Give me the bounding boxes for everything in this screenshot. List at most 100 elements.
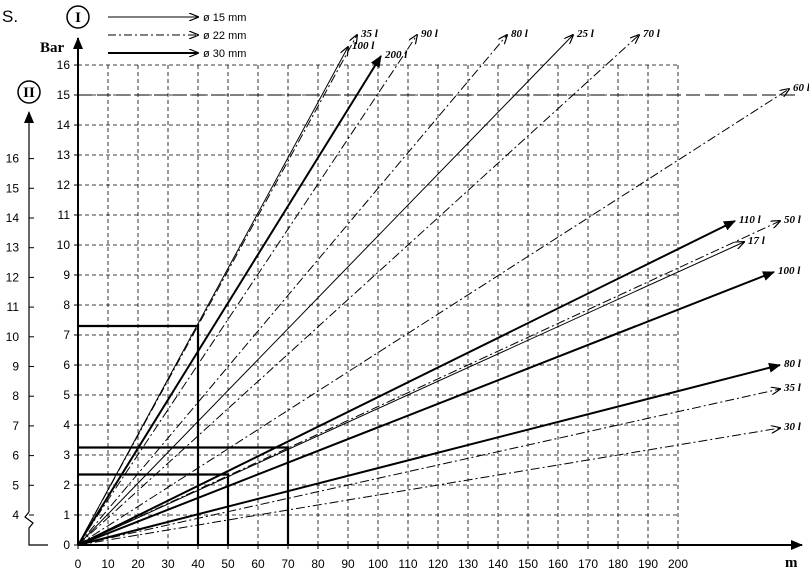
x-tick-label-70: 70 <box>281 557 295 571</box>
x-tick-label-90: 90 <box>341 557 355 571</box>
y-tick-II-label-11: 11 <box>7 300 20 314</box>
series-line-14 <box>77 428 780 546</box>
y-tick-I-label-12: 12 <box>57 178 71 192</box>
y-tick-II-label-4: 4 <box>12 508 19 522</box>
x-tick-label-170: 170 <box>578 557 598 571</box>
series-label-10: 17 l <box>748 235 766 247</box>
x-tick-label-110: 110 <box>398 557 417 571</box>
guide-boxes <box>78 324 290 545</box>
y-tick-II-label-7: 7 <box>12 419 19 433</box>
series-label-6: 70 l <box>643 28 661 40</box>
y-tick-I-label-15: 15 <box>57 88 71 102</box>
series-label-2: 90 l <box>421 28 439 40</box>
legend-label-22mm: ø 22 mm <box>203 30 246 42</box>
y-tick-II-label-5: 5 <box>12 478 19 492</box>
guide-box-0 <box>78 324 200 545</box>
x-tick-label-80: 80 <box>311 557 325 571</box>
x-tick-label-60: 60 <box>251 557 265 571</box>
y-tick-I-label-9: 9 <box>63 268 70 282</box>
guide-box-2 <box>78 473 230 545</box>
y-tick-II-label-9: 9 <box>12 360 19 374</box>
series-label-9: 50 l <box>784 214 802 226</box>
corner-text: S. <box>2 7 18 26</box>
x-tick-label-150: 150 <box>518 557 538 571</box>
series-label-1: 100 l <box>352 40 375 52</box>
series-label-7: 60 l <box>793 82 809 94</box>
y-axis-II-break <box>24 511 48 546</box>
series-lines <box>77 35 789 546</box>
series-line-7 <box>77 89 789 546</box>
y-tick-II-label-6: 6 <box>12 449 19 463</box>
x-tick-label-140: 140 <box>488 557 508 571</box>
y-tick-I-label-5: 5 <box>63 388 70 402</box>
axes <box>24 37 803 550</box>
y-tick-I-label-10: 10 <box>57 238 71 252</box>
x-tick-label-50: 50 <box>221 557 235 571</box>
series-label-5: 25 l <box>576 28 595 40</box>
series-label-12: 80 l <box>784 358 802 370</box>
scale-II-label: II <box>23 85 35 101</box>
series-line-1 <box>77 47 348 546</box>
series-line-8 <box>77 220 736 546</box>
series-line-9 <box>77 221 780 546</box>
series-line-13 <box>77 389 780 546</box>
tick-labels: 0 10 20 30 40 50 60 70 80 90 100 110 120 130 140 150 160… <box>6 58 689 571</box>
y-tick-II-label-8: 8 <box>12 389 19 403</box>
legend: ø 15 mm ø 22 mm ø 30 mm <box>108 12 246 60</box>
series-label-8: 110 l <box>739 214 762 226</box>
series-label-13: 35 l <box>783 382 802 394</box>
series-line-6 <box>77 35 639 546</box>
x-tick-label-180: 180 <box>608 557 628 571</box>
y-tick-I-label-0: 0 <box>63 538 70 552</box>
y-tick-I-label-1: 1 <box>63 508 70 522</box>
x-tick-label-0: 0 <box>75 557 82 571</box>
series-line-3 <box>77 55 382 546</box>
series-line-2 <box>77 35 417 546</box>
scale-I-label: I <box>75 10 81 26</box>
x-tick-label-100: 100 <box>368 557 388 571</box>
x-tick-label-130: 130 <box>458 557 478 571</box>
grid <box>78 64 800 545</box>
series-label-3: 200 l <box>384 49 408 61</box>
y-tick-I-label-6: 6 <box>63 358 70 372</box>
legend-label-15mm: ø 15 mm <box>203 12 246 24</box>
series-label-0: 35 l <box>360 28 379 40</box>
y-tick-I-label-7: 7 <box>63 328 70 342</box>
y-tick-I-label-16: 16 <box>57 58 71 72</box>
y-tick-II-label-14: 14 <box>6 211 20 225</box>
x-tick-label-120: 120 <box>428 557 448 571</box>
x-tick-label-20: 20 <box>131 557 145 571</box>
y-tick-I-label-13: 13 <box>57 148 71 162</box>
series-line-0 <box>77 35 357 546</box>
y-tick-II-label-15: 15 <box>6 181 20 195</box>
legend-label-30mm: ø 30 mm <box>203 48 246 60</box>
y-tick-II-label-13: 13 <box>6 241 20 255</box>
series-line-11 <box>77 271 775 546</box>
x-tick-label-40: 40 <box>191 557 205 571</box>
scale-II-badge: II <box>17 80 41 104</box>
scale-I-badge: I <box>66 5 90 29</box>
series-line-10 <box>77 242 744 546</box>
series-line-4 <box>77 35 507 546</box>
series-line-12 <box>77 362 781 546</box>
series-label-11: 100 l <box>778 265 801 277</box>
x-tick-label-160: 160 <box>548 557 568 571</box>
y-tick-II-label-16: 16 <box>6 152 20 166</box>
series-label-4: 80 l <box>511 28 529 40</box>
y-axis-title: Bar <box>40 40 65 56</box>
x-tick-label-10: 10 <box>101 557 115 571</box>
y-tick-I-label-4: 4 <box>63 418 70 432</box>
y-tick-I-label-2: 2 <box>63 478 70 492</box>
x-tick-label-200: 200 <box>668 557 688 571</box>
x-axis-title: m <box>785 555 798 571</box>
x-tick-label-190: 190 <box>638 557 658 571</box>
guide-box-1 <box>78 446 290 545</box>
y-tick-II-label-10: 10 <box>6 330 20 344</box>
x-tick-label-30: 30 <box>161 557 175 571</box>
series-label-14: 30 l <box>783 421 802 433</box>
series-line-5 <box>77 35 573 546</box>
y-tick-I-label-11: 11 <box>58 208 71 222</box>
y-tick-I-label-8: 8 <box>63 298 70 312</box>
